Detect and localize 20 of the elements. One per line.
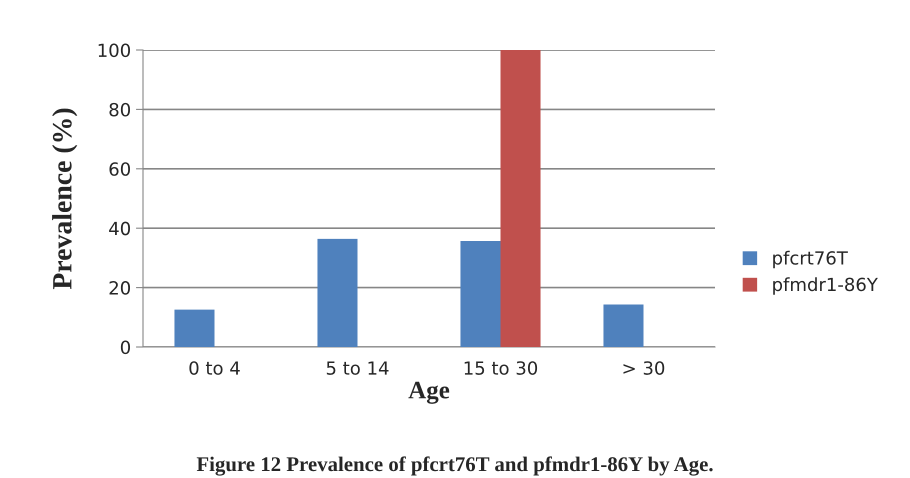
bar (174, 310, 214, 347)
y-tick-label: 40 (109, 222, 130, 236)
x-tick-label: 5 to 14 (326, 361, 389, 375)
y-axis-title: Prevalence (%) (52, 108, 78, 290)
y-tick-label: 100 (98, 43, 130, 58)
y-tick-label: 0 (120, 340, 130, 354)
x-tick-label: 15 to 30 (464, 361, 538, 375)
y-tick-label: 20 (110, 281, 130, 295)
legend-label: pfcrt76T (773, 250, 848, 268)
bar (500, 50, 541, 347)
bar (317, 238, 358, 347)
text: Figure 12 Prevalence of pfcrt76T and pfmdr1-86Y by Age. (196, 456, 713, 476)
x-tick-label: 0 to 4 (189, 361, 240, 375)
x-tick-label: > 30 (623, 361, 664, 375)
y-tick-label: 80 (109, 102, 130, 117)
legend-label: pfmdr1-86Y (773, 277, 878, 295)
bar (603, 304, 644, 347)
y-tick-label: 60 (109, 162, 130, 176)
bar (460, 240, 500, 347)
x-axis-title: Age (408, 382, 450, 404)
